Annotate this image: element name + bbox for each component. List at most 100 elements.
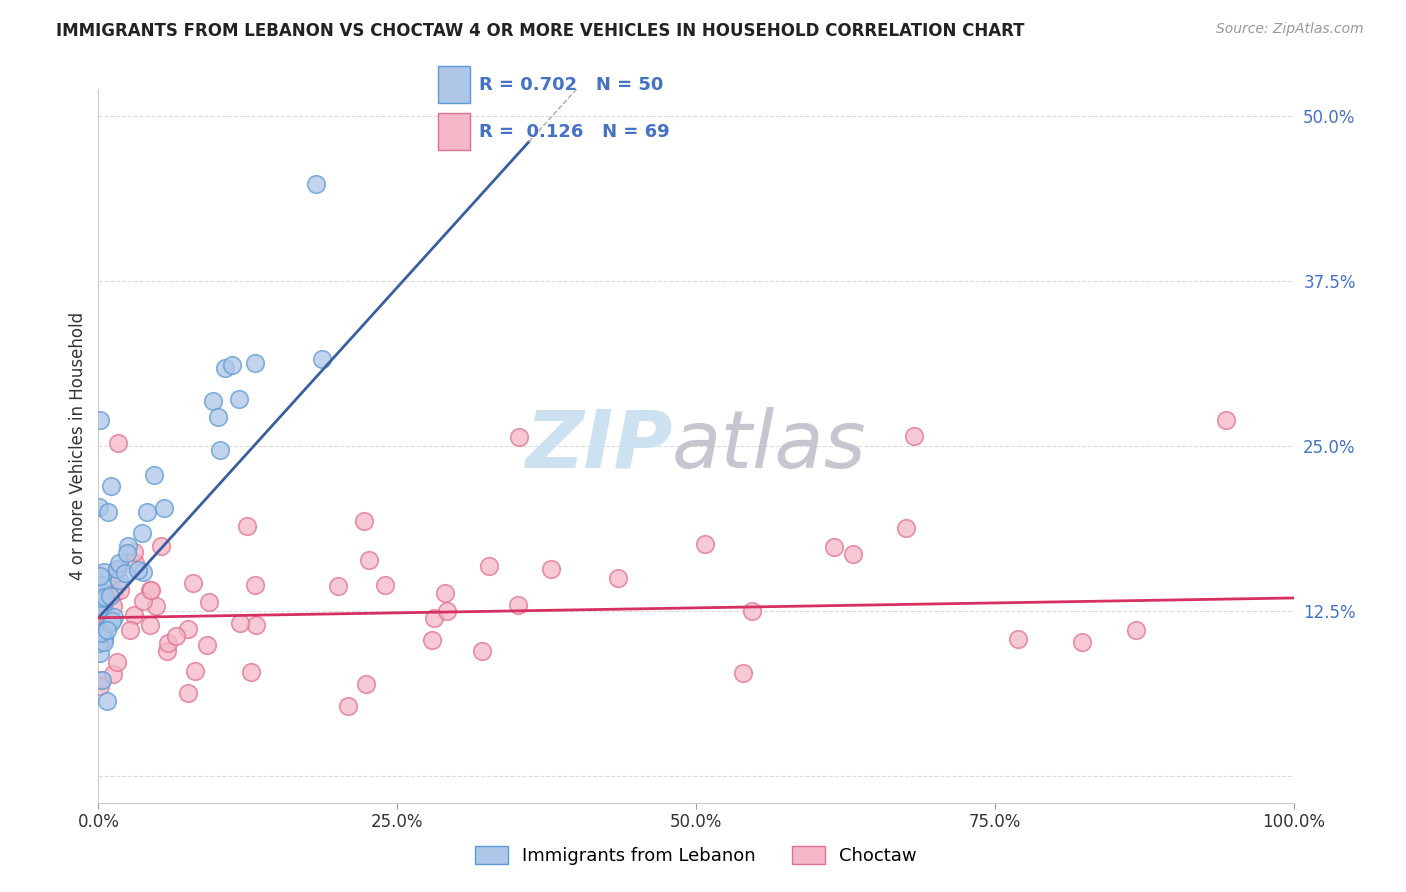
FancyBboxPatch shape	[437, 66, 470, 103]
Point	[98, 615, 121, 630]
Point	[139, 582, 162, 597]
Point	[245, 578, 267, 592]
Point	[478, 559, 501, 574]
Text: R =  0.126   N = 69: R = 0.126 N = 69	[479, 123, 669, 141]
Point	[245, 618, 267, 632]
Point	[90, 584, 112, 599]
Point	[139, 583, 162, 598]
Point	[89, 569, 111, 583]
Point	[311, 352, 333, 367]
Point	[153, 500, 176, 515]
Point	[606, 571, 628, 585]
Point	[107, 435, 129, 450]
Point	[207, 410, 229, 425]
Point	[436, 604, 458, 618]
Point	[91, 589, 114, 603]
Point	[150, 539, 173, 553]
Point	[105, 562, 128, 576]
Point	[105, 562, 128, 576]
Point	[89, 679, 111, 693]
Point	[101, 666, 124, 681]
Point	[508, 430, 530, 444]
Point	[87, 602, 110, 616]
Point	[103, 586, 125, 600]
Point	[91, 601, 114, 615]
Point	[101, 615, 124, 629]
Point	[177, 622, 200, 636]
Point	[91, 627, 114, 641]
Point	[100, 478, 122, 492]
Point	[540, 561, 562, 575]
Point	[177, 686, 200, 700]
Point	[93, 632, 115, 646]
Text: Source: ZipAtlas.com: Source: ZipAtlas.com	[1216, 22, 1364, 37]
Point	[823, 541, 845, 555]
Point	[328, 579, 350, 593]
Point	[91, 599, 114, 613]
Point	[103, 610, 125, 624]
Point	[353, 514, 375, 528]
Point	[89, 412, 111, 426]
Point	[101, 599, 124, 613]
Point	[184, 664, 207, 678]
Point	[97, 615, 120, 630]
Point	[127, 563, 149, 577]
Point	[87, 500, 110, 514]
Point	[145, 599, 167, 614]
Point	[94, 590, 117, 604]
Point	[118, 624, 141, 638]
Point	[135, 505, 157, 519]
Point	[91, 624, 114, 638]
Point	[156, 636, 179, 650]
Point	[197, 638, 219, 652]
Point	[420, 632, 443, 647]
Text: IMMIGRANTS FROM LEBANON VS CHOCTAW 4 OR MORE VEHICLES IN HOUSEHOLD CORRELATION C: IMMIGRANTS FROM LEBANON VS CHOCTAW 4 OR …	[56, 22, 1025, 40]
Point	[94, 593, 117, 607]
Point	[93, 566, 115, 580]
Point	[354, 677, 377, 691]
Point	[104, 566, 127, 580]
Point	[124, 557, 146, 571]
Point	[1215, 412, 1237, 426]
Point	[1071, 634, 1094, 648]
Point	[156, 644, 179, 658]
Point	[693, 537, 716, 551]
Point	[96, 694, 118, 708]
Text: R = 0.702   N = 50: R = 0.702 N = 50	[479, 76, 664, 94]
Point	[423, 611, 446, 625]
FancyBboxPatch shape	[437, 113, 470, 150]
Point	[236, 519, 259, 533]
Point	[221, 358, 243, 372]
Point	[131, 594, 153, 608]
Point	[894, 520, 917, 534]
Point	[165, 629, 187, 643]
Point	[89, 646, 111, 660]
Point	[143, 467, 166, 482]
Point	[471, 644, 494, 658]
Point	[122, 545, 145, 559]
Point	[741, 604, 763, 618]
Point	[115, 546, 138, 560]
Point	[105, 655, 128, 669]
Point	[110, 582, 132, 597]
Point	[122, 608, 145, 623]
Point	[97, 505, 120, 519]
Point	[114, 566, 136, 581]
Point	[90, 673, 112, 687]
Point	[90, 626, 112, 640]
Legend: Immigrants from Lebanon, Choctaw: Immigrants from Lebanon, Choctaw	[468, 838, 924, 872]
Point	[243, 356, 266, 370]
Point	[229, 615, 252, 630]
Y-axis label: 4 or more Vehicles in Household: 4 or more Vehicles in Household	[69, 312, 87, 580]
Point	[1007, 632, 1029, 646]
Point	[202, 393, 225, 408]
Point	[214, 361, 236, 376]
Point	[87, 636, 110, 650]
Point	[93, 629, 115, 643]
Point	[131, 525, 153, 540]
Point	[90, 602, 112, 616]
Point	[508, 598, 530, 612]
Point	[228, 392, 250, 407]
Point	[93, 602, 115, 616]
Point	[731, 665, 754, 680]
